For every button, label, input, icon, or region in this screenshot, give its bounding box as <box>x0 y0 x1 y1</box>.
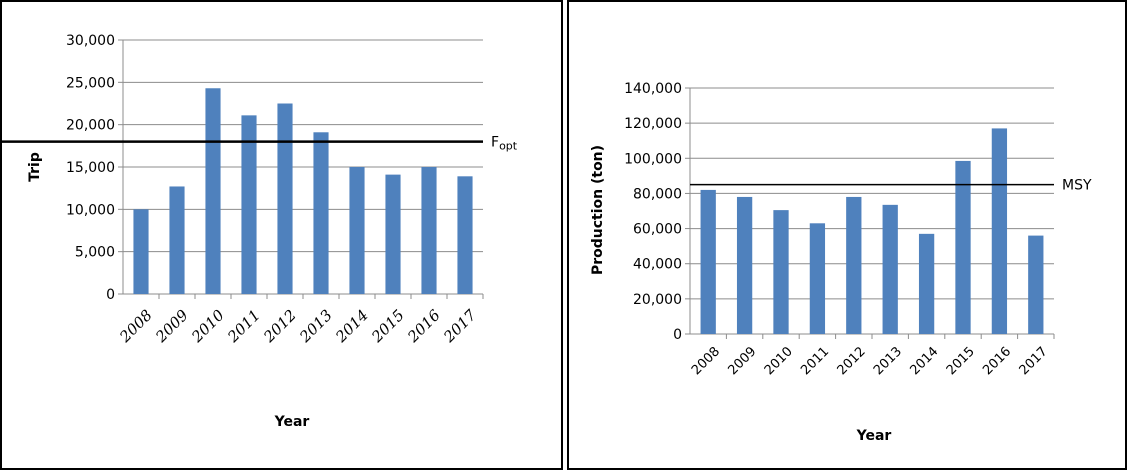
reference-line-label: Fopt <box>491 135 518 153</box>
y-axis-title: Production (ton) <box>590 145 606 275</box>
x-tick-label: 2012 <box>259 306 299 346</box>
x-tick-label: 2010 <box>187 306 228 347</box>
x-tick-label: 2008 <box>115 306 155 346</box>
bar-2008 <box>700 189 716 334</box>
bar-2014 <box>349 167 365 294</box>
x-tick-label: 2017 <box>1017 344 1051 378</box>
y-tick-label: 120,000 <box>624 116 682 132</box>
bar-2010 <box>205 88 221 294</box>
bar-2013 <box>882 204 898 334</box>
reference-line-label: MSY <box>1062 178 1092 194</box>
chart-panel-production: 0 20,000 40,000 60,000 80,000 100,000 120,000 1… <box>567 0 1127 470</box>
x-axis-title: Year <box>856 428 892 444</box>
bar-2012 <box>846 196 862 334</box>
x-tick-label: 2008 <box>689 344 723 378</box>
x-tick-label: 2011 <box>223 306 263 346</box>
bar-2015 <box>385 174 401 294</box>
trip-chart: 0 5,000 10,000 15,000 20,000 25,000 30,000 2008… <box>2 33 518 430</box>
bar-2010 <box>773 210 789 334</box>
x-tick-label: 2009 <box>151 306 192 347</box>
y-tick-label: 40,000 <box>633 257 682 273</box>
x-tick-label: 2015 <box>944 344 978 378</box>
bar-2015 <box>955 160 971 334</box>
x-tick-label: 2012 <box>835 344 869 378</box>
x-tick-label: 2014 <box>331 306 371 346</box>
x-tick-label: 2016 <box>980 344 1014 378</box>
x-tick-label: 2010 <box>762 344 796 378</box>
y-tick-label: 30,000 <box>66 33 115 49</box>
bar-2014 <box>918 233 935 334</box>
y-tick-label: 140,000 <box>624 81 682 97</box>
x-tick-label: 2009 <box>725 344 759 378</box>
y-tick-label: 10,000 <box>66 202 115 218</box>
y-tick-label: 60,000 <box>633 222 682 238</box>
reference-line-label-main: F <box>491 135 499 151</box>
x-tick-label: 2014 <box>907 344 941 378</box>
bar-2008 <box>133 209 149 294</box>
bar-2009 <box>169 186 185 294</box>
reference-line-label-sub: opt <box>499 140 518 153</box>
y-tick-label: 0 <box>673 327 682 343</box>
y-tick-label: 20,000 <box>66 118 115 134</box>
bar-2016 <box>421 167 437 294</box>
bar-2012 <box>277 103 293 294</box>
bar-2017 <box>457 176 473 294</box>
x-axis-title: Year <box>274 414 310 430</box>
bar-2011 <box>241 115 257 294</box>
y-axis-title: Trip <box>27 152 43 182</box>
x-tick-label: 2015 <box>367 306 407 346</box>
bar-2013 <box>313 132 329 294</box>
bar-2017 <box>1028 235 1044 334</box>
production-chart: 0 20,000 40,000 60,000 80,000 100,000 120,000 1… <box>590 81 1092 444</box>
x-tick-label: 2017 <box>439 306 480 347</box>
y-tick-label: 20,000 <box>633 292 682 308</box>
x-tick-label: 2013 <box>295 306 335 346</box>
x-tick-label: 2016 <box>403 306 444 347</box>
bar-2011 <box>809 223 826 334</box>
y-tick-label: 0 <box>106 287 115 303</box>
bar-2016 <box>991 128 1008 334</box>
bar-2009 <box>736 196 753 334</box>
y-tick-label: 5,000 <box>75 245 115 261</box>
y-tick-label: 25,000 <box>66 75 115 91</box>
x-tick-label: 2011 <box>798 344 832 378</box>
x-tick-label: 2013 <box>871 344 905 378</box>
y-tick-label: 15,000 <box>66 160 115 176</box>
chart-panel-trip: 0 5,000 10,000 15,000 20,000 25,000 30,000 2008… <box>0 0 563 470</box>
y-tick-label: 100,000 <box>624 151 682 167</box>
y-tick-label: 80,000 <box>633 186 682 202</box>
